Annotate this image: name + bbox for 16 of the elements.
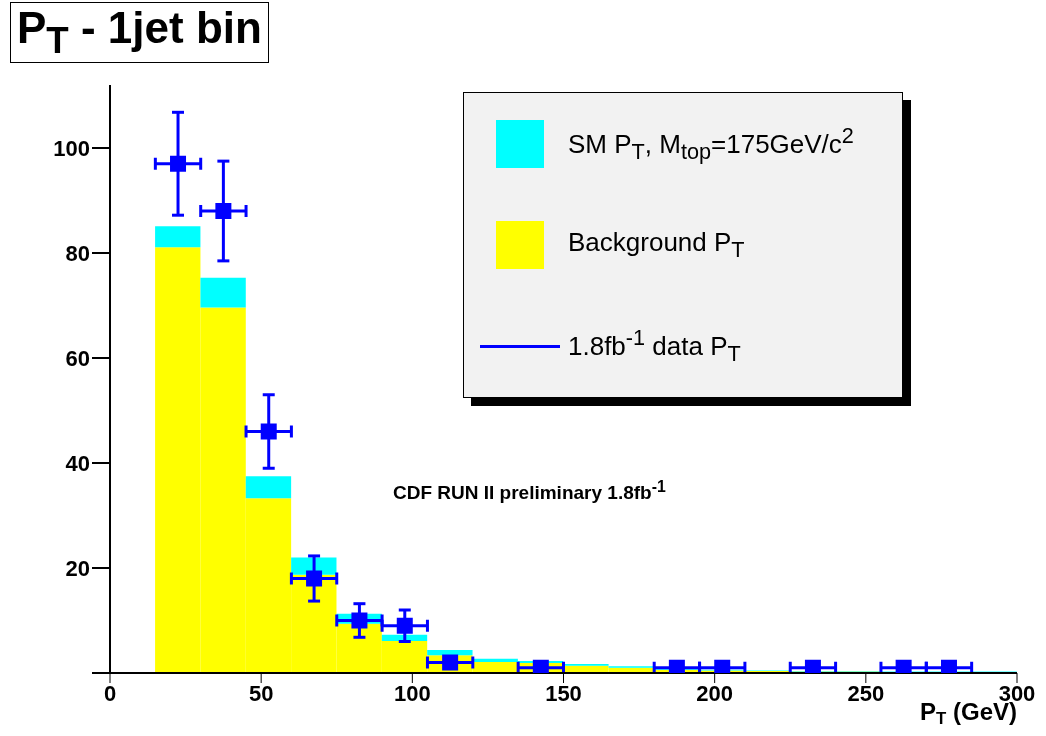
chart-title: P$_{T}$ - 1jet bin: [17, 3, 262, 61]
x-tick-label: 200: [696, 680, 734, 706]
annotation: CDF RUN II preliminary 1.8fb$^{-1}$: [393, 478, 666, 504]
legend-label: 1.8fb$^{-1}$ data P$_{T}$: [568, 325, 741, 366]
x-tick-label: 150: [545, 680, 582, 706]
y-tick-label: 100: [53, 135, 90, 161]
legend-label: Background P$_{T}$: [568, 226, 745, 263]
y-tick-label: 20: [65, 555, 90, 581]
x-tick-label: 0: [103, 680, 117, 706]
legend-label: SM P$_{T}$, M$_{top}$=175GeV/c$^{2}$: [568, 123, 854, 164]
x-tick-label: 100: [393, 680, 431, 706]
x-tick-label: 250: [847, 680, 885, 706]
y-tick-label: 40: [65, 450, 90, 476]
y-tick-label: 60: [65, 345, 90, 371]
y-tick-label: 80: [65, 240, 90, 266]
x-tick-label: 50: [248, 680, 274, 706]
